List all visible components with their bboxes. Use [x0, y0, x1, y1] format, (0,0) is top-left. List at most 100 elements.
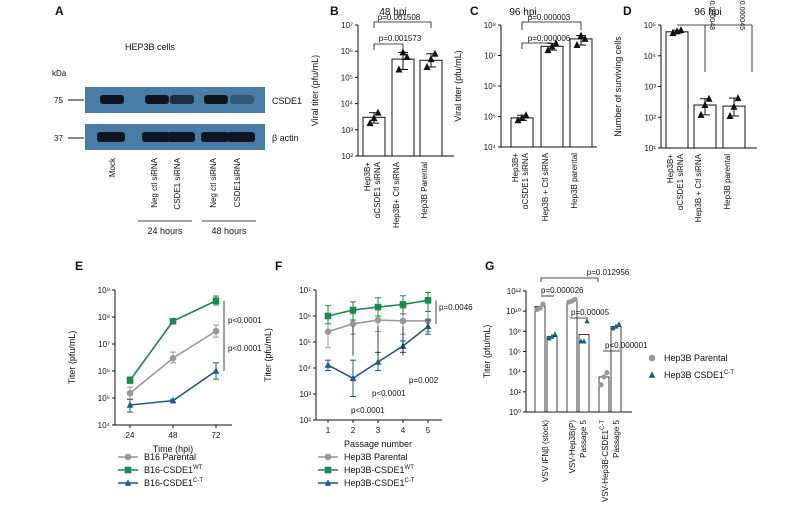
x-tick-label: 2: [351, 426, 356, 435]
significance-bracket: [373, 21, 432, 28]
data-point: [126, 377, 134, 384]
blot-band-actin: [142, 132, 170, 142]
marker-75: 75: [54, 96, 63, 105]
data-point: [324, 312, 332, 320]
data-point: [734, 94, 742, 102]
band-label-csde1: CSDE1: [272, 96, 302, 106]
significance-bracket: [373, 43, 404, 50]
y-tick-label: 10²: [341, 152, 353, 161]
p-value-label: p=0.000006: [528, 34, 571, 43]
x-tick-label: 1: [326, 426, 331, 435]
x-tick-label: Passage 5: [612, 419, 621, 457]
data-point: [169, 317, 177, 325]
blot-band-csde1: [230, 95, 254, 104]
p-value-label: p=0.0046: [439, 303, 473, 312]
chart-title: 96 hpi: [509, 7, 536, 18]
blot-band-csde1: [170, 95, 194, 104]
y-tick-label: 10⁵: [341, 73, 353, 82]
data-point: [540, 301, 546, 307]
data-point: [403, 53, 411, 61]
significance-bracket: [521, 42, 553, 49]
legend-marker: [648, 371, 656, 378]
bar: [534, 305, 546, 413]
x-tick-label: 24: [126, 431, 135, 440]
data-point: [697, 110, 705, 118]
legend-label: Hep3B Parental: [664, 353, 728, 363]
x-tick-label: Hep3B parental: [570, 153, 579, 209]
y-axis-label: Titer (pfu/mL): [67, 331, 77, 385]
x-tick-label: Hep3B + Ctl siRNA: [694, 153, 703, 222]
bar: [540, 45, 564, 148]
data-point: [399, 317, 407, 325]
x-tick-label: 3: [376, 426, 381, 435]
blot-band-csde1: [204, 95, 228, 104]
chart-title: 48 hpi: [379, 7, 406, 18]
data-point: [374, 108, 382, 116]
x-axis-label: Passage number: [344, 439, 412, 449]
y-tick-label: 10¹⁰: [506, 307, 521, 316]
data-point: [604, 370, 610, 376]
data-point: [573, 41, 581, 49]
timepoint-label: 48 hours: [211, 226, 247, 236]
legend-marker: [124, 466, 132, 474]
blot-title: HEP3B cells: [125, 42, 176, 52]
y-tick-label: 10⁵: [299, 338, 311, 347]
y-tick-label: 10²: [509, 388, 521, 397]
y-tick-label: 10³: [644, 83, 656, 92]
legend-marker: [124, 453, 132, 461]
data-point: [370, 114, 378, 122]
p-value-label: p=0.000048: [708, 0, 715, 30]
data-point: [212, 367, 220, 374]
y-tick-label: 10⁵: [644, 21, 656, 30]
x-tick-label: VSV-Hep3B-CSDE1C-T: [600, 420, 610, 502]
data-point: [324, 328, 332, 335]
significance-bracket: [521, 21, 582, 30]
bar: [391, 58, 415, 157]
data-point: [730, 102, 738, 110]
x-tick-label: Hep3B parental: [723, 154, 732, 210]
bar: [578, 333, 590, 413]
p-value-label: p=0.000003: [528, 13, 571, 22]
data-point: [169, 396, 177, 404]
lane-label: Neg ctl siRNA: [209, 157, 218, 207]
blot-band-csde1: [145, 95, 169, 104]
y-tick-label: 10⁸: [509, 327, 521, 336]
x-tick-label: VSV IFNβ (stock): [541, 420, 550, 482]
y-tick-label: 10⁷: [98, 340, 110, 349]
data-point: [366, 119, 374, 127]
band-label-actin: β actin: [272, 133, 299, 143]
data-point: [324, 361, 332, 368]
y-axis-label: Viral titer (pfu/mL): [310, 55, 320, 126]
p-value-label: p=0.001573: [379, 34, 422, 43]
y-tick-label: 10⁴: [299, 364, 312, 373]
series-line: [129, 300, 217, 381]
significance-bracket: [540, 277, 599, 282]
y-tick-label: 10⁷: [484, 52, 496, 61]
y-tick-label: 10²: [644, 113, 656, 122]
data-point: [601, 374, 607, 380]
legend-label: Hep3B Parental: [344, 452, 408, 462]
p-value-label: p<0.0001: [372, 389, 406, 398]
x-tick-label: Hep3B+: [511, 153, 520, 182]
y-tick-label: 10⁶: [509, 348, 521, 357]
data-point: [546, 335, 552, 341]
y-tick-label: 10⁴: [484, 143, 497, 152]
data-point: [374, 303, 382, 311]
panel-letter: C: [470, 4, 479, 18]
marker-37: 37: [54, 134, 63, 143]
y-tick-label: 10⁴: [341, 100, 354, 109]
data-point: [537, 305, 543, 311]
p-value-label: p<0.0001: [228, 344, 262, 353]
y-tick-label: 10¹²: [507, 287, 522, 296]
legend-marker: [324, 453, 332, 461]
x-tick-label: 5: [426, 426, 431, 435]
data-point: [584, 318, 590, 324]
y-tick-label: 10⁴: [98, 421, 111, 430]
y-axis-label: Viral titer (pfu/mL): [453, 50, 463, 121]
data-point: [423, 62, 431, 70]
data-point: [677, 26, 685, 34]
data-point: [598, 382, 604, 388]
data-point: [518, 113, 526, 121]
data-point: [126, 401, 134, 408]
x-tick-label: 48: [169, 431, 178, 440]
